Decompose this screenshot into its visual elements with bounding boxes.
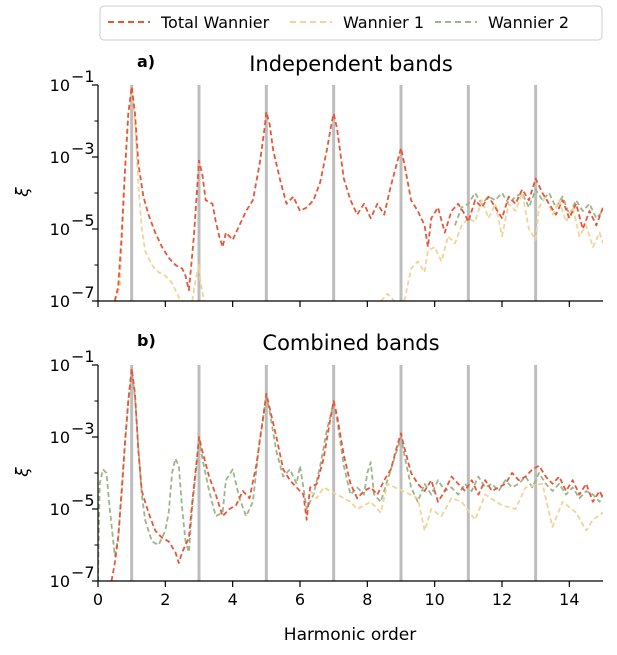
series-line-wannier-1-2 (191, 264, 205, 301)
legend: Total Wannier Wannier 1 Wannier 2 (99, 5, 603, 41)
x-tick-label-4: 4 (228, 590, 238, 609)
y-axis-label: ξ (13, 467, 33, 478)
panel-label: b) (137, 331, 156, 350)
y-tick-label: 10 (50, 76, 70, 95)
panel-title: Combined bands (262, 331, 439, 355)
y-tick-exponent: −7 (71, 563, 95, 582)
y-tick-exponent: −5 (71, 491, 95, 510)
x-tick-label-12: 12 (492, 590, 512, 609)
y-tick-exponent: −1 (71, 347, 95, 366)
series-line-wannier-2-0 (98, 369, 603, 581)
y-tick-label: 10 (50, 500, 70, 519)
legend-frame (99, 5, 603, 41)
y-tick-exponent: −3 (71, 419, 95, 438)
x-tick-label-8: 8 (362, 590, 372, 609)
y-tick-label: 10 (50, 356, 70, 375)
panel-a: a) Independent bands ξ 10−110−310−510−7 (13, 52, 603, 311)
y-tick-label: 10 (50, 220, 70, 239)
plot-area: 10−110−310−510−7 (50, 67, 603, 311)
series-line-total-wannier-2 (110, 367, 603, 581)
series-line-wannier-1-4 (403, 192, 603, 301)
series-line-wannier-1-1 (309, 482, 603, 532)
y-tick-exponent: −3 (71, 139, 95, 158)
panel-label: a) (137, 52, 155, 71)
legend-label-wannier-2: Wannier 2 (488, 13, 569, 32)
y-tick-label: 10 (50, 148, 70, 167)
y-tick-label: 10 (50, 572, 70, 591)
series-line-wannier-1-3 (380, 292, 395, 301)
series-line-total-wannier-5 (113, 85, 603, 301)
plot-area: 10 −110 −310 −510 −70 2 4 6 8 10 12 14 (50, 347, 603, 609)
x-tick-label-0: 0 (93, 590, 103, 609)
y-tick-exponent: −5 (71, 211, 95, 230)
y-tick-exponent: −7 (71, 283, 95, 302)
x-tick-label-6: 6 (295, 590, 305, 609)
x-tick-label-14: 14 (559, 590, 579, 609)
panel-title: Independent bands (249, 52, 453, 76)
x-tick-label-10: 10 (424, 590, 444, 609)
y-tick-label: 10 (50, 428, 70, 447)
panel-b: b) Combined bands ξ Harmonic order 10 −11… (13, 331, 603, 645)
series-line-wannier-2-0 (454, 188, 603, 226)
x-tick-label-2: 2 (160, 590, 170, 609)
y-tick-exponent: −1 (71, 67, 95, 86)
legend-label-wannier-1: Wannier 1 (343, 13, 424, 32)
y-tick-label: 10 (50, 292, 70, 311)
series-line-wannier-1-1 (113, 87, 183, 301)
legend-label-total-wannier: Total Wannier (160, 13, 270, 32)
y-axis-label: ξ (13, 187, 33, 198)
x-axis-label: Harmonic order (284, 625, 416, 645)
